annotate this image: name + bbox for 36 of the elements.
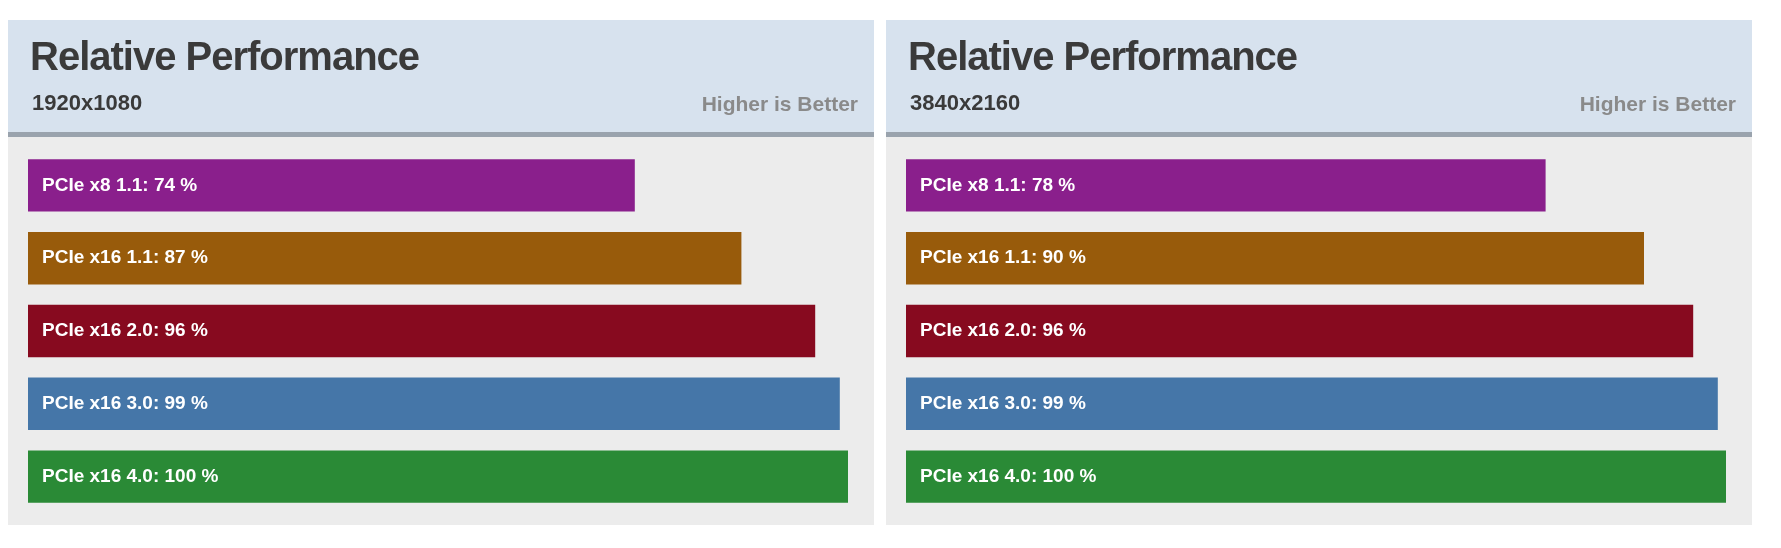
bar [906,304,1694,358]
chart-subtitle: 3840x2160 [910,90,1021,116]
bar [28,377,840,431]
y-tick-label: PCIe x16 1.1 [920,246,1032,268]
y-tick-label: PCIe x16 1.1 [42,246,154,268]
chart-title: Relative Performance [30,34,420,79]
chart-subtitle: 1920x1080 [32,90,143,116]
y-tick-label: PCIe x16 4.0 [42,464,153,486]
data-label: : 99 % [152,392,208,414]
data-label: : 90 % [1030,246,1086,268]
bar [28,159,635,212]
y-tick-label: PCIe x16 2.0 [920,319,1031,341]
data-label: : 99 % [1030,392,1086,414]
data-label: : 96 % [152,319,208,341]
y-tick-label: PCIe x8 1.1 [42,173,143,195]
data-label: : 96 % [1030,319,1086,341]
chart-title: Relative Performance [908,34,1298,79]
data-label: : 78 % [1020,173,1076,195]
bar [906,231,1644,285]
y-tick-label: PCIe x16 4.0 [920,464,1031,486]
data-label: : 74 % [142,173,198,195]
text: Higher is Better [701,92,858,116]
data-label: : 100 % [1030,464,1097,486]
bar [906,450,1726,503]
text: Higher is Better [1579,92,1736,116]
y-tick-label: PCIe x16 2.0 [42,319,153,341]
data-label: : 100 % [152,464,219,486]
bar [906,377,1718,431]
bar [28,450,848,503]
bar [28,231,742,285]
bar [906,159,1546,212]
y-tick-label: PCIe x16 3.0 [920,392,1031,414]
y-tick-label: PCIe x16 3.0 [42,392,153,414]
bar [28,304,816,358]
data-label: : 87 % [152,246,208,268]
y-tick-label: PCIe x8 1.1 [920,173,1021,195]
